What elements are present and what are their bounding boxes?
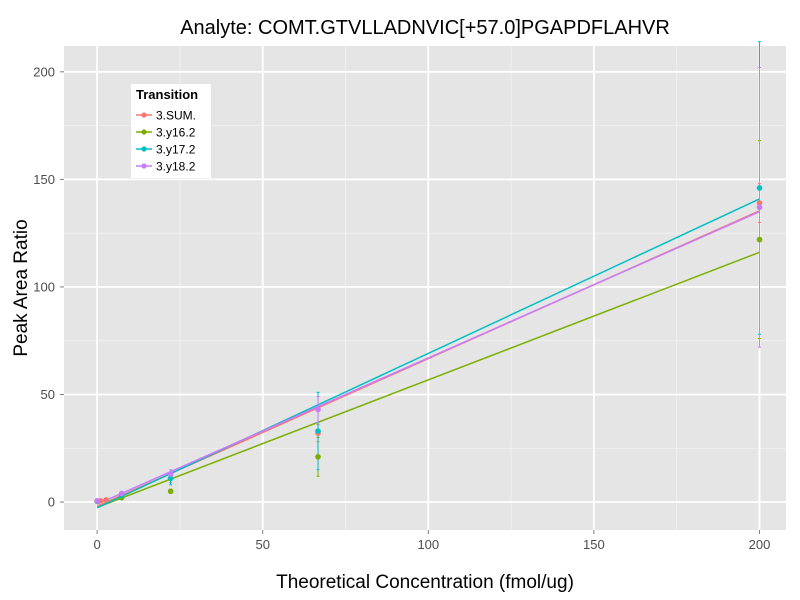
data-point [756,204,763,211]
legend-key-point [141,112,147,118]
y-tick-label: 50 [41,387,55,402]
data-point [103,497,109,503]
data-point [167,475,174,482]
legend-items: 3.SUM. 3.y16.2 3.y17.2 3.y18.2 [136,109,196,174]
legend: Transition 3.SUM. 3.y16.2 3.y17.2 3.y18.2 [131,84,211,178]
legend-item: 3.y16.2 [136,126,196,140]
x-axis-title: Theoretical Concentration (fmol/ug) [276,572,574,593]
data-point [118,490,125,497]
legend-key-point [141,163,147,169]
data-point [756,185,763,191]
x-tick-label: 100 [417,537,439,552]
legend-key-point [141,129,147,135]
data-point [756,200,763,206]
fit-line [96,210,760,505]
legend-label: 3.y17.2 [156,143,196,157]
x-tick-label: 50 [255,537,269,552]
data-point [167,471,174,477]
data-point [315,454,321,460]
fit-line [96,251,760,509]
data-point [315,406,321,413]
x-tick-label: 0 [94,537,101,552]
legend-label: 3.y16.2 [156,126,196,140]
legend-item: 3.y17.2 [136,143,196,157]
legend-key-point [141,146,147,152]
data-point [756,236,763,243]
axis-ticks: 0 50 100 150 200 0 50 100 150 200 [33,64,770,552]
legend-label: 3.y18.2 [156,160,196,174]
y-tick-label: 200 [33,64,55,79]
data-point [167,488,174,495]
fit-line [96,198,760,509]
y-tick-label: 0 [48,495,55,510]
x-tick-label: 200 [749,537,771,552]
y-tick-label: 150 [33,172,55,187]
chart-title: Analyte: COMT.GTVLLADNVIC[+57.0]PGAPDFLA… [180,17,670,39]
legend-item: 3.SUM. [136,109,196,123]
x-tick-label: 150 [583,537,605,552]
legend-item: 3.y18.2 [136,160,196,174]
y-tick-label: 100 [33,279,55,294]
y-axis-title: Peak Area Ratio [11,219,32,356]
legend-label: 3.SUM. [156,109,196,123]
legend-title: Transition [136,87,198,102]
fit-lines [96,198,760,509]
data-point [315,428,321,434]
data-point [94,498,100,504]
data-points [94,185,763,505]
